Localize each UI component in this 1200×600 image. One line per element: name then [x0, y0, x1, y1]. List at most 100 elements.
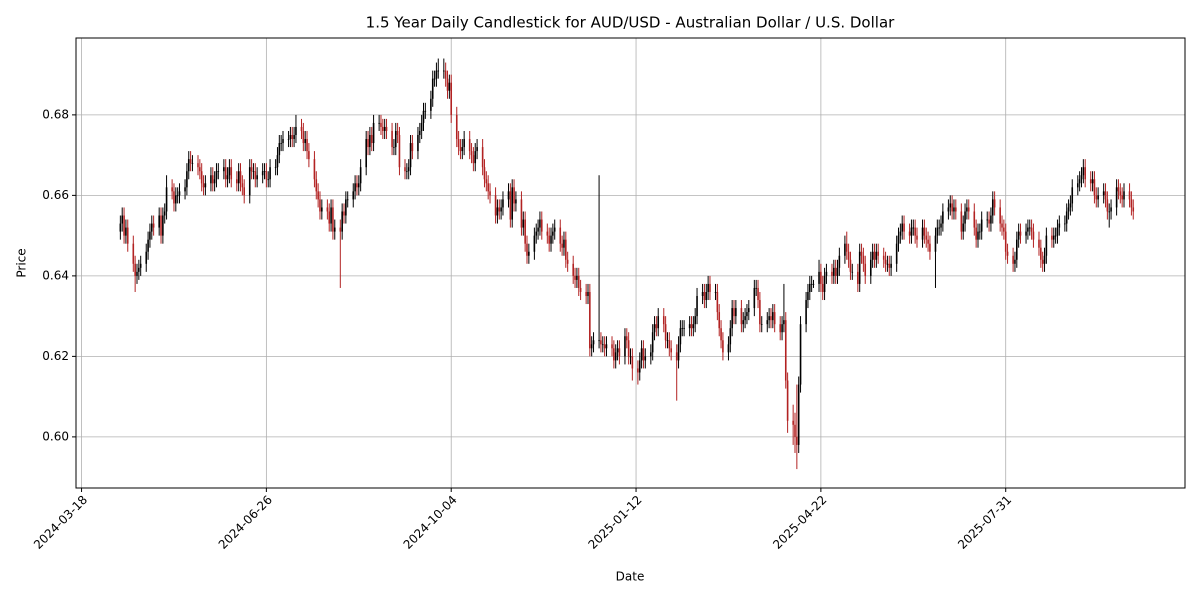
candle-body	[1017, 231, 1020, 240]
candle-body	[291, 135, 294, 140]
y-tick-label: 0.62	[42, 349, 69, 363]
candle-body	[315, 179, 318, 192]
candle-body	[1091, 179, 1094, 184]
candle-body	[903, 223, 905, 232]
candle-body	[1064, 223, 1066, 225]
candle-body	[274, 167, 277, 169]
candle-body	[1095, 195, 1098, 200]
candle-body	[925, 235, 928, 240]
candle-body	[940, 223, 942, 228]
candle-body	[489, 191, 491, 196]
candle-body	[228, 167, 231, 176]
candle-body	[211, 175, 214, 184]
candle-body	[1119, 191, 1122, 196]
candle-body	[1097, 195, 1099, 200]
candle-body	[134, 263, 136, 276]
candle-body	[354, 183, 356, 192]
candle-body	[716, 291, 719, 313]
candle-body	[895, 243, 898, 264]
candle-body	[908, 231, 911, 236]
candle-body	[666, 340, 669, 342]
chart-title: 1.5 Year Daily Candlestick for AUD/USD -…	[366, 14, 895, 32]
candle-body	[744, 316, 746, 321]
candle-body	[770, 316, 772, 321]
candle-body	[443, 70, 445, 72]
candle-body	[810, 283, 813, 285]
candle-body	[640, 348, 643, 361]
candle-body	[805, 300, 807, 325]
candle-body	[947, 207, 950, 212]
candle-body	[836, 267, 839, 276]
candle-body	[938, 227, 940, 229]
candle-body	[459, 147, 462, 152]
candle-body	[694, 316, 696, 325]
candle-body	[600, 340, 602, 345]
candle-body	[912, 227, 915, 229]
candle-body	[831, 271, 833, 276]
candle-body	[1003, 227, 1005, 232]
candle-body	[540, 219, 543, 232]
candle-body	[239, 171, 242, 184]
candle-body	[611, 344, 613, 349]
candle-body	[215, 171, 218, 180]
candle-body	[1058, 223, 1061, 228]
candle-body	[864, 263, 867, 276]
candle-body	[1084, 167, 1086, 180]
candle-body	[844, 243, 846, 256]
candle-body	[729, 328, 732, 345]
candle-body	[849, 259, 852, 272]
candle-body	[735, 308, 737, 317]
candle-body	[781, 324, 783, 333]
candle-body	[1106, 199, 1109, 212]
candle-body	[470, 151, 473, 156]
candle-body	[914, 227, 916, 236]
candle-body	[550, 235, 552, 244]
candle-body	[515, 199, 517, 204]
candle-body	[1041, 259, 1044, 264]
candle-body	[1110, 207, 1112, 212]
candle-body	[1065, 211, 1068, 224]
candle-body	[873, 251, 876, 260]
candle-body	[385, 126, 388, 131]
candle-body	[616, 348, 619, 353]
candle-body	[966, 207, 968, 212]
candle-body	[838, 255, 841, 268]
candle-body	[394, 130, 397, 148]
candle-body	[1001, 223, 1003, 228]
candle-body	[226, 175, 229, 180]
candle-body	[502, 199, 504, 208]
candle-body	[1117, 187, 1120, 192]
candle-body	[263, 171, 266, 173]
candle-body	[692, 324, 695, 329]
candle-body	[979, 231, 981, 233]
candle-body	[942, 211, 944, 224]
candle-body	[927, 239, 929, 244]
candle-body	[500, 207, 502, 212]
candle-body	[250, 167, 253, 172]
candle-body	[858, 251, 861, 284]
candle-body	[357, 183, 360, 188]
candle-body	[1025, 231, 1027, 236]
candle-body	[884, 259, 887, 264]
candle-body	[418, 130, 421, 136]
candle-body	[579, 287, 582, 292]
candle-body	[433, 78, 436, 80]
candle-body	[123, 215, 125, 236]
candle-body	[125, 227, 127, 236]
candle-body	[152, 223, 155, 228]
candle-body	[1016, 239, 1018, 260]
candle-body	[200, 171, 203, 184]
candle-body	[638, 360, 641, 373]
candle-body	[670, 348, 672, 353]
candle-body	[267, 179, 270, 181]
candle-body	[485, 179, 488, 184]
candle-body	[951, 203, 953, 212]
candle-body	[369, 135, 371, 148]
candle-body	[313, 159, 316, 180]
candle-body	[587, 291, 589, 297]
candle-body	[293, 135, 295, 140]
candle-body	[437, 70, 440, 72]
candle-body	[882, 255, 885, 260]
candle-body	[326, 207, 329, 212]
candle-body	[1130, 199, 1133, 208]
